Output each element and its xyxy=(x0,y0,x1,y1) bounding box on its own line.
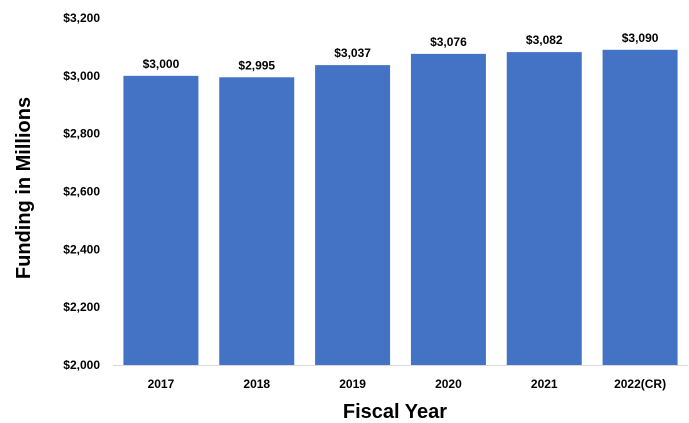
bar-2021 xyxy=(506,52,582,365)
bar-2017 xyxy=(123,75,199,365)
bar-2022(CR) xyxy=(602,49,678,365)
data-label: $3,000 xyxy=(143,57,180,71)
data-label: $3,037 xyxy=(334,46,371,60)
x-tick-label: 2019 xyxy=(339,377,366,391)
bar-2020 xyxy=(410,53,486,366)
data-label: $3,090 xyxy=(622,31,659,45)
y-tick-label: $3,000 xyxy=(63,69,100,83)
y-tick-label: $2,400 xyxy=(63,242,100,256)
y-tick-label: $2,200 xyxy=(63,300,100,314)
x-tick-label: 2022(CR) xyxy=(614,377,666,391)
bar-2019 xyxy=(315,65,391,366)
y-tick-label: $2,000 xyxy=(63,358,100,372)
bars xyxy=(123,49,678,366)
data-label: $3,082 xyxy=(526,33,563,47)
x-axis-title: Fiscal Year xyxy=(343,401,447,423)
x-tick-label: 2017 xyxy=(148,377,175,391)
y-tick-label: $2,800 xyxy=(63,127,100,141)
y-tick-label: $2,600 xyxy=(63,185,100,199)
data-label: $3,076 xyxy=(430,35,467,49)
x-tick-label: 2020 xyxy=(435,377,462,391)
x-tick-label: 2018 xyxy=(243,377,270,391)
y-tick-label: $3,200 xyxy=(63,11,100,25)
y-axis-title: Funding in Millions xyxy=(13,97,35,279)
data-labels: $3,000 $2,995 $3,037 $3,076 $3,082 $3,090 xyxy=(143,31,659,72)
y-axis-ticks: $2,000 $2,200 $2,400 $2,600 $2,800 $3,000 $3,2… xyxy=(63,11,100,372)
data-label: $2,995 xyxy=(238,58,275,72)
x-tick-label: 2021 xyxy=(531,377,558,391)
x-axis-ticks: 2017 2018 2019 2020 2021 2022(CR) xyxy=(148,377,667,391)
bar-2018 xyxy=(219,77,295,365)
